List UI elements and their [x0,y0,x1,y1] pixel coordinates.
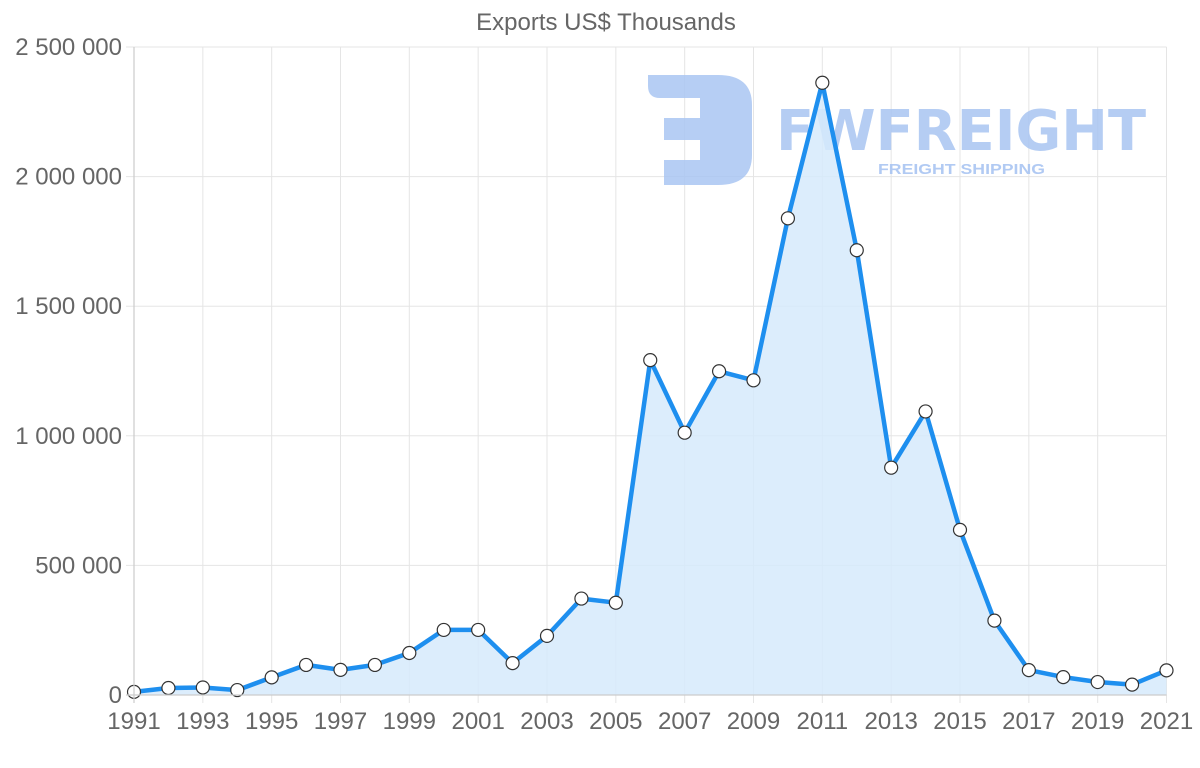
data-point [1021,663,1036,678]
area-path [134,82,1167,696]
x-tick-label: 1991 [107,708,160,735]
data-point [746,373,761,388]
watermark: FWFREIGHT FREIGHT SHIPPING [648,75,1146,185]
x-tick-label: 1995 [245,708,298,735]
x-tick-label: 1993 [176,708,229,735]
data-point [298,657,314,673]
x-tick-label: 2011 [797,708,849,735]
watermark-tagline: FREIGHT SHIPPING [878,161,1045,178]
x-tick-label: 2013 [864,708,917,735]
data-point [1124,677,1140,692]
data-point [711,364,727,379]
x-tick-label: 2015 [933,708,986,735]
data-point [608,595,623,610]
x-tick-label: 1997 [314,708,367,735]
x-tick-label: 1999 [383,708,436,735]
y-tick-label: 2 500 000 [15,34,122,61]
y-tick-label: 1 000 000 [15,423,122,450]
data-point [952,522,968,537]
x-tick-label: 2009 [727,708,780,735]
y-tick-label: 500 000 [35,552,122,579]
y-tick-label: 0 [109,682,122,709]
data-point [884,460,899,475]
data-point [1090,674,1105,690]
data-point [643,353,658,368]
watermark-logo-icon [648,75,752,185]
data-point [1159,663,1174,678]
data-point [367,657,383,673]
data-point [849,243,864,258]
data-point [505,656,520,671]
x-tick-label: 2019 [1071,708,1124,735]
data-point [333,662,348,677]
data-point [677,425,692,440]
data-point [161,680,176,696]
x-tick-label: 2021 [1140,708,1193,735]
x-tick-label: 2001 [451,708,504,735]
data-point [539,628,555,644]
y-tick-label: 2 000 000 [15,164,122,191]
data-point [264,670,279,685]
data-point [574,591,589,606]
data-point [987,613,1002,628]
data-points [126,75,1174,699]
data-point [402,645,417,661]
data-point [1056,670,1071,685]
data-point [436,622,451,638]
chart-title: Exports US$ Thousands [476,9,736,36]
x-tick-label: 2007 [658,708,711,735]
data-point [230,682,245,698]
data-point [918,404,933,419]
x-tick-label: 2003 [520,708,573,735]
data-point [195,680,210,695]
area-fill [134,82,1167,696]
axes: 0 500 000 1 000 000 1 500 000 2 000 000 2 500… [15,34,1193,735]
data-point [780,211,796,226]
data-point [815,75,830,90]
data-point [471,622,486,638]
x-tick-label: 2017 [1002,708,1055,735]
x-tick-label: 2005 [589,708,642,735]
y-tick-label: 1 500 000 [15,293,122,320]
